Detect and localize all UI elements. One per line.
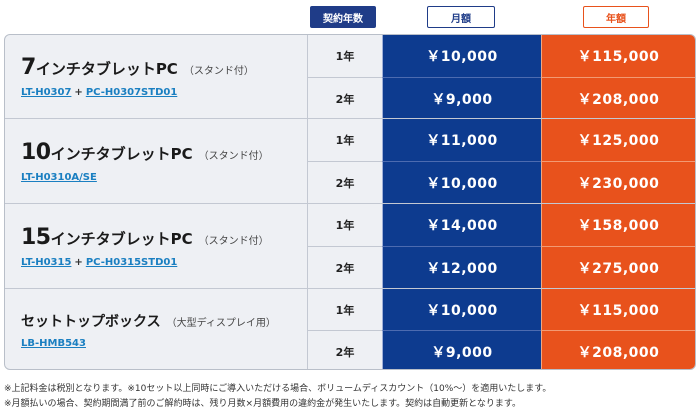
product-group: 15 インチタブレットPC （スタンド付） LT-H0315 + PC-H0315S… (5, 203, 695, 289)
product-codes: LT-H0307 + PC-H0307STD01 (21, 87, 307, 98)
product-code-link[interactable]: LT-H0315 (21, 256, 72, 268)
product-code-link[interactable]: LT-H0307 (21, 87, 72, 98)
product-code-link[interactable]: LB-HMB543 (21, 338, 86, 349)
annual-price: ￥230,000 (541, 161, 695, 204)
monthly-price: ￥10,000 (382, 289, 541, 330)
contract-years: 1年 (335, 134, 355, 147)
annual-price: ￥115,000 (541, 289, 695, 330)
annual-price: ￥125,000 (541, 119, 695, 161)
price-row: 1年 ￥10,000 ￥115,000 (308, 289, 695, 330)
product-size: 15 (21, 224, 51, 250)
monthly-price: ￥12,000 (382, 246, 541, 289)
product-note: （大型ディスプレイ用） (166, 318, 276, 329)
product-name: セットトップボックス （大型ディスプレイ用） (21, 311, 307, 331)
product-name: 15 インチタブレットPC （スタンド付） (21, 225, 307, 250)
annual-price: ￥208,000 (541, 330, 695, 369)
price-row: 2年 ￥10,000 ￥230,000 (308, 161, 695, 204)
annual-price: ￥158,000 (541, 204, 695, 246)
contract-years: 1年 (335, 219, 355, 232)
product-title: セットトップボックス (21, 314, 161, 330)
price-row: 2年 ￥9,000 ￥208,000 (308, 77, 695, 119)
price-row: 1年 ￥10,000 ￥115,000 (308, 35, 695, 77)
product-cell: 7 インチタブレットPC （スタンド付） LT-H0307 + PC-H0307ST… (5, 35, 307, 118)
divider (307, 119, 308, 203)
plus-sign: + (74, 87, 83, 98)
price-row: 2年 ￥9,000 ￥208,000 (308, 330, 695, 369)
divider (307, 35, 308, 118)
header-annual: 年額 (583, 6, 649, 28)
footnotes: ※上記料金は税別となります。※10セット以上同時にご導入いただける場合、ボリュー… (4, 382, 551, 412)
annual-price: ￥275,000 (541, 246, 695, 289)
product-group: 7 インチタブレットPC （スタンド付） LT-H0307 + PC-H0307ST… (5, 35, 695, 119)
price-row: 1年 ￥11,000 ￥125,000 (308, 119, 695, 161)
product-cell: セットトップボックス （大型ディスプレイ用） LB-HMB543 (5, 289, 307, 369)
product-group: 10 インチタブレットPC （スタンド付） LT-H0310A/SE 1年 ￥1… (5, 118, 695, 204)
contract-years: 2年 (335, 345, 355, 359)
product-note: （スタンド付） (198, 150, 269, 162)
price-row: 2年 ￥12,000 ￥275,000 (308, 246, 695, 289)
contract-years: 2年 (335, 92, 355, 106)
contract-years: 1年 (335, 50, 355, 63)
price-row: 1年 ￥14,000 ￥158,000 (308, 204, 695, 246)
divider (307, 204, 308, 288)
footnote: ※月額払いの場合、契約期間満了前のご解約時は、残り月数×月額費用の違約金が発生い… (4, 399, 522, 409)
annual-price: ￥115,000 (541, 35, 695, 77)
product-codes: LT-H0315 + PC-H0315STD01 (21, 257, 307, 268)
contract-years: 2年 (335, 262, 355, 275)
product-note: （スタンド付） (183, 66, 254, 77)
product-codes: LT-H0310A/SE (21, 172, 307, 183)
header-contract-years: 契約年数 (310, 6, 376, 28)
monthly-price: ￥14,000 (382, 204, 541, 246)
product-group: セットトップボックス （大型ディスプレイ用） LB-HMB543 1年 ￥10,… (5, 288, 695, 369)
contract-years: 2年 (335, 177, 355, 190)
product-title: インチタブレットPC (50, 144, 193, 163)
product-title: インチタブレットPC (35, 60, 178, 78)
product-cell: 10 インチタブレットPC （スタンド付） LT-H0310A/SE (5, 119, 307, 203)
product-code-link[interactable]: LT-H0310A/SE (21, 171, 97, 183)
product-name: 10 インチタブレットPC （スタンド付） (21, 140, 307, 165)
contract-years: 1年 (335, 303, 355, 317)
product-size: 10 (21, 139, 51, 165)
product-cell: 15 インチタブレットPC （スタンド付） LT-H0315 + PC-H0315S… (5, 204, 307, 288)
product-code-link[interactable]: PC-H0307STD01 (85, 87, 178, 98)
divider (307, 289, 308, 369)
monthly-price: ￥10,000 (382, 161, 541, 204)
product-note: （スタンド付） (198, 235, 269, 247)
monthly-price: ￥11,000 (382, 119, 541, 161)
price-table: 7 インチタブレットPC （スタンド付） LT-H0307 + PC-H0307ST… (4, 34, 696, 370)
product-size: 7 (21, 55, 36, 80)
monthly-price: ￥9,000 (382, 330, 541, 369)
monthly-price: ￥9,000 (382, 77, 541, 119)
product-title: インチタブレットPC (50, 229, 193, 248)
product-codes: LB-HMB543 (21, 338, 307, 349)
footnote: ※上記料金は税別となります。※10セット以上同時にご導入いただける場合、ボリュー… (4, 384, 552, 394)
header-monthly: 月額 (427, 6, 495, 28)
plus-sign: + (74, 256, 83, 268)
annual-price: ￥208,000 (541, 77, 695, 119)
monthly-price: ￥10,000 (382, 35, 541, 77)
product-code-link[interactable]: PC-H0315STD01 (85, 256, 178, 268)
product-name: 7 インチタブレットPC （スタンド付） (21, 55, 307, 80)
